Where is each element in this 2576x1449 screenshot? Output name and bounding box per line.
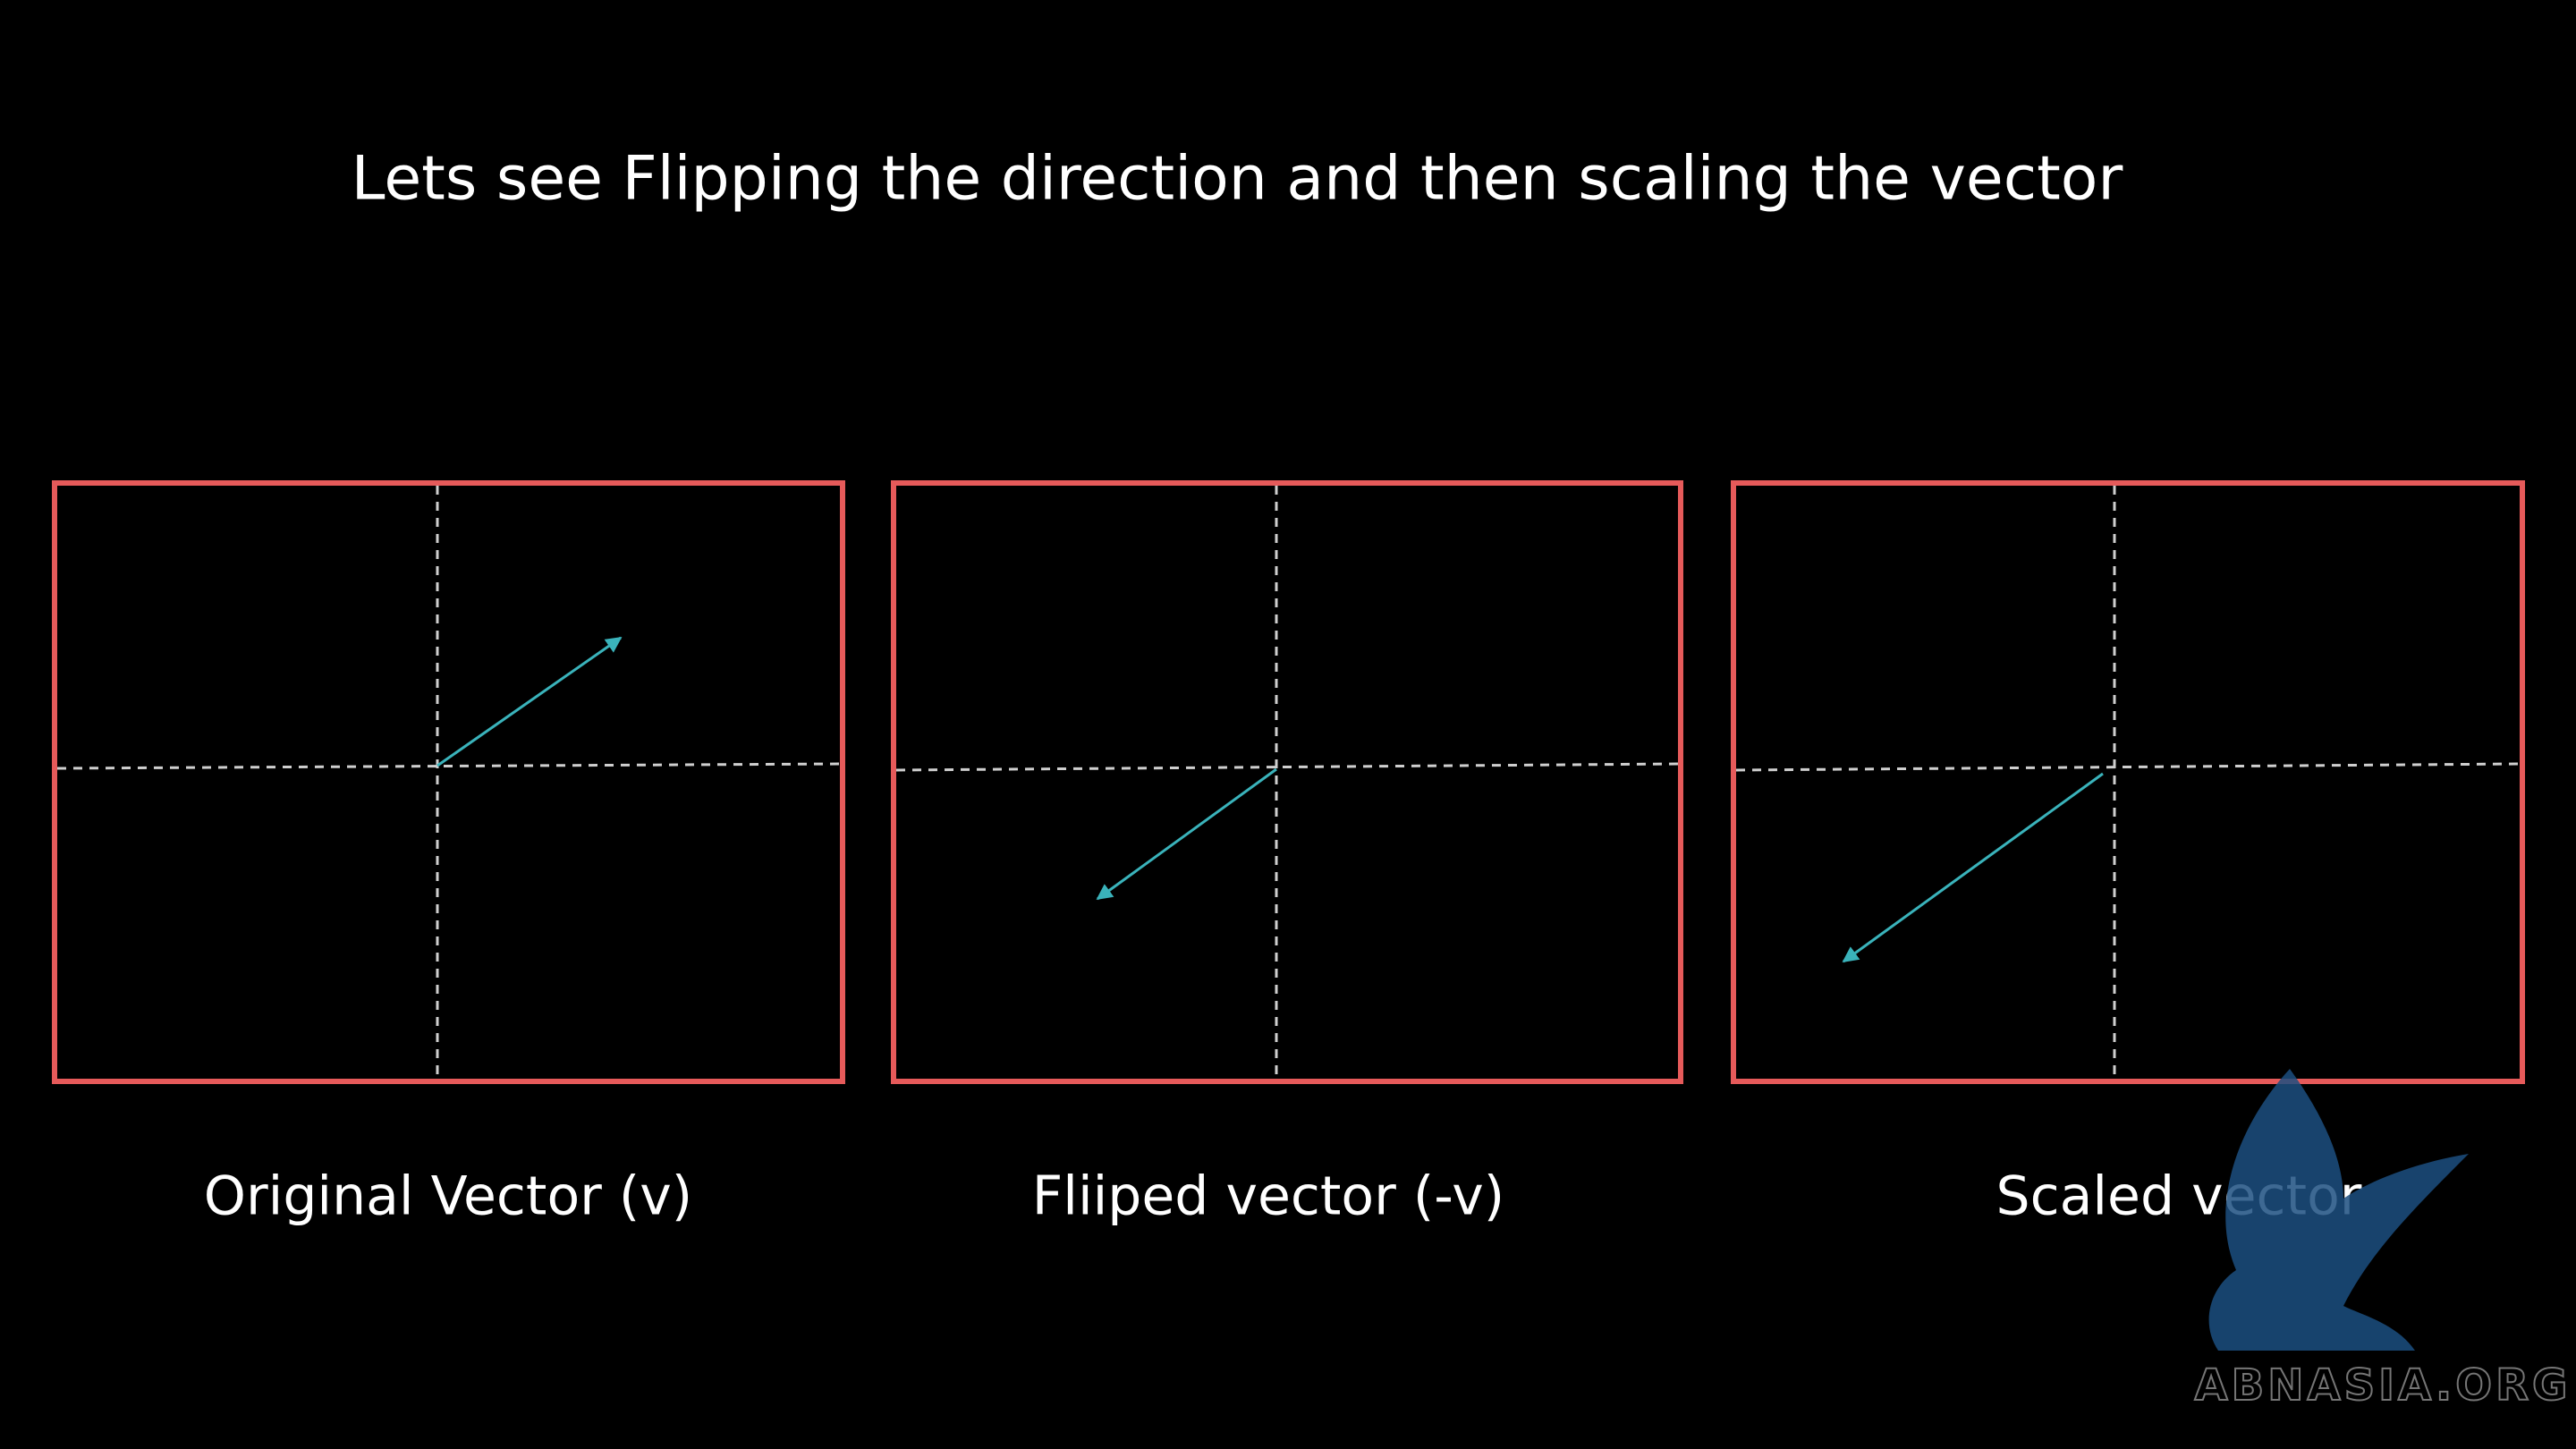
watermark-logo (2208, 1069, 2469, 1351)
panel-label: Original Vector (v) (204, 1165, 692, 1228)
x-axis (1735, 762, 2521, 772)
panel-frame (1731, 480, 2525, 1084)
vector-arrow (436, 636, 623, 767)
panel-frame (52, 480, 845, 1084)
x-axis (56, 762, 841, 770)
x-axis (895, 762, 1679, 772)
panel: Fliiped vector (-v) (891, 480, 1683, 1228)
slide-title: Lets see Flipping the direction and then… (352, 144, 2123, 215)
watermark-text: ABNASIA.ORG (2195, 1360, 2572, 1411)
watermark: ABNASIA.ORG (2194, 1069, 2572, 1411)
panel: Original Vector (v) (52, 480, 845, 1228)
vector-arrow (1096, 767, 1277, 901)
panel-label: Fliiped vector (-v) (1032, 1165, 1504, 1228)
vector-arrow (1842, 772, 2104, 963)
panel-frame (891, 480, 1683, 1084)
